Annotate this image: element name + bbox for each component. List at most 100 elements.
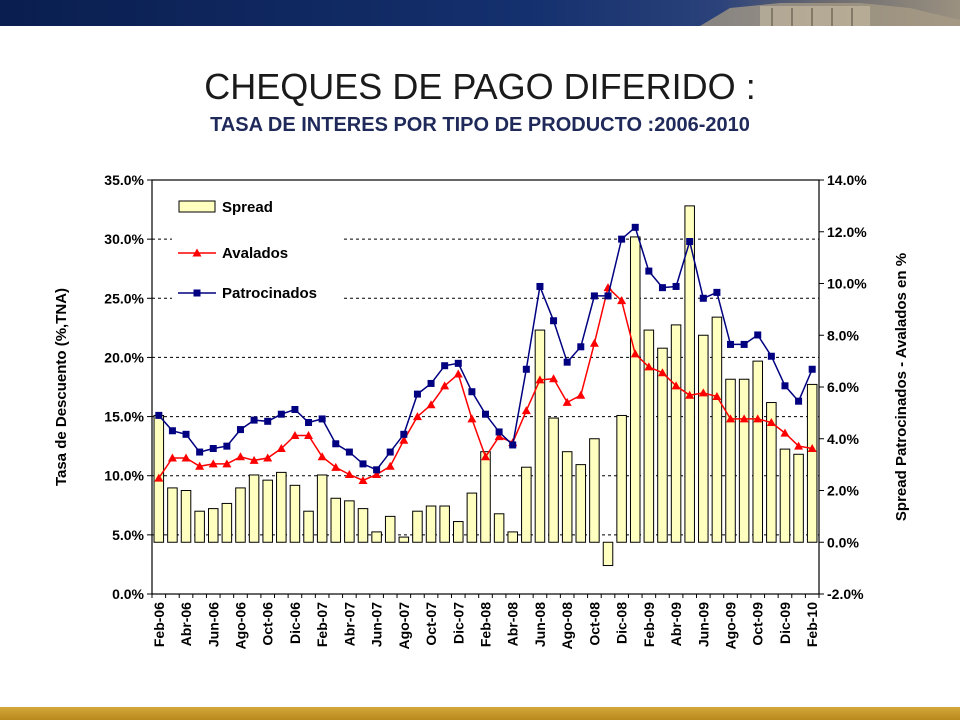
spread-bar: [167, 487, 178, 543]
spread-bar: [534, 329, 546, 543]
spread-bar: [493, 513, 505, 543]
avalados-point: [753, 414, 763, 423]
y-tick-label: 30.0%: [104, 231, 144, 247]
avalados-point: [562, 397, 572, 406]
patrocinados-point: [590, 292, 598, 300]
patrocinados-point: [618, 235, 626, 243]
avalados-point: [154, 473, 164, 482]
spread-bar: [221, 502, 233, 543]
patrocinados-point: [305, 418, 313, 426]
avalados-point: [453, 369, 463, 378]
avalados-point: [344, 470, 354, 479]
patrocinados-point: [577, 343, 585, 351]
spread-bar: [629, 236, 641, 543]
spread-bar: [602, 541, 614, 567]
legend-avalados-label: Avalados: [222, 245, 288, 262]
y2-tick-label: 8.0%: [827, 327, 859, 343]
spread-bar: [235, 487, 246, 543]
spread-bar: [657, 347, 668, 543]
patrocinados-point: [645, 267, 653, 275]
spread-bar: [262, 479, 273, 543]
x-tick-label: Oct-06: [260, 602, 276, 646]
avalados-point: [222, 459, 232, 468]
spread-bar: [316, 474, 328, 543]
patrocinados-point: [236, 426, 244, 434]
y2-tick-label: 2.0%: [827, 483, 859, 499]
avalados-point: [399, 435, 409, 444]
patrocinados-point: [536, 282, 544, 290]
spread-bar: [711, 316, 723, 543]
patrocinados-point: [563, 358, 571, 366]
x-tick-label: Jun-09: [695, 602, 711, 647]
spread-bar: [698, 334, 709, 543]
patrocinados-point: [264, 417, 272, 425]
avalados-point: [794, 441, 804, 450]
patrocinados-point: [318, 415, 326, 423]
avalados-point: [657, 368, 667, 377]
spread-bar: [643, 329, 655, 543]
avalados-point: [263, 453, 273, 462]
y2-tick-label: 14.0%: [827, 172, 867, 188]
avalados-point: [766, 417, 776, 426]
x-tick-label: Feb-09: [641, 602, 657, 647]
x-tick-label: Ago-09: [723, 602, 739, 650]
avalados-point: [685, 390, 695, 399]
avalados-point: [617, 296, 627, 305]
x-tick-label: Feb-07: [314, 602, 330, 647]
avalados-point: [249, 455, 259, 464]
avalados-point: [671, 381, 681, 390]
y2-tick-label: 12.0%: [827, 224, 867, 240]
patrocinados-point: [400, 430, 408, 438]
y-axis-title: Tasa de Descuento (%,TNA): [53, 288, 70, 486]
spread-bar: [616, 414, 627, 543]
avalados-point: [167, 453, 177, 462]
avalados-point: [358, 475, 368, 484]
avalados-point: [630, 349, 640, 358]
avalados-point: [712, 391, 722, 400]
patrocinados-point: [223, 442, 231, 450]
page-title: CHEQUES DE PAGO DIFERIDO :: [204, 66, 756, 107]
y2-tick-label: -2.0%: [827, 586, 864, 602]
spread-bar: [752, 360, 764, 543]
avalados-point: [195, 461, 205, 470]
x-tick-label: Abr-08: [505, 602, 521, 647]
spread-bar: [589, 438, 600, 543]
spread-bar: [180, 490, 192, 543]
spread-bar: [466, 492, 478, 543]
patrocinados-point: [672, 282, 680, 290]
spread-bar: [330, 497, 342, 543]
x-tick-label: Jun-06: [205, 602, 221, 647]
avalados-point: [385, 461, 395, 470]
avalados-point: [549, 374, 559, 383]
avalados-point: [521, 406, 531, 415]
avalados-point: [331, 462, 341, 471]
spread-bar: [398, 536, 410, 543]
spread-bar: [194, 510, 205, 543]
footer-bar: [0, 707, 960, 720]
spread-bar: [207, 508, 219, 543]
x-tick-label: Feb-08: [478, 602, 494, 647]
spread-bar: [357, 508, 369, 543]
page-subtitle: TASA DE INTERES POR TIPO DE PRODUCTO :20…: [210, 114, 750, 136]
x-tick-label: Feb-06: [151, 602, 167, 647]
patrocinados-point: [427, 379, 435, 387]
patrocinados-point: [686, 238, 694, 246]
avalados-point: [317, 452, 327, 461]
patrocinados-point: [522, 365, 530, 373]
patrocinados-point: [795, 397, 803, 405]
avalados-point: [304, 430, 314, 439]
y-tick-label: 15.0%: [104, 409, 144, 425]
patrocinados-point: [482, 410, 489, 418]
spread-bar: [289, 484, 301, 543]
patrocinados-point: [781, 382, 789, 390]
avalados-point: [698, 388, 708, 397]
y-tick-label: 10.0%: [104, 468, 144, 484]
avalados-point: [235, 452, 245, 461]
spread-bar: [521, 466, 532, 543]
avalados-point: [467, 414, 477, 423]
spread-bar: [766, 402, 777, 543]
patrocinados-point: [441, 362, 449, 370]
patrocinados-point: [658, 284, 666, 292]
patrocinados-point: [182, 430, 190, 438]
